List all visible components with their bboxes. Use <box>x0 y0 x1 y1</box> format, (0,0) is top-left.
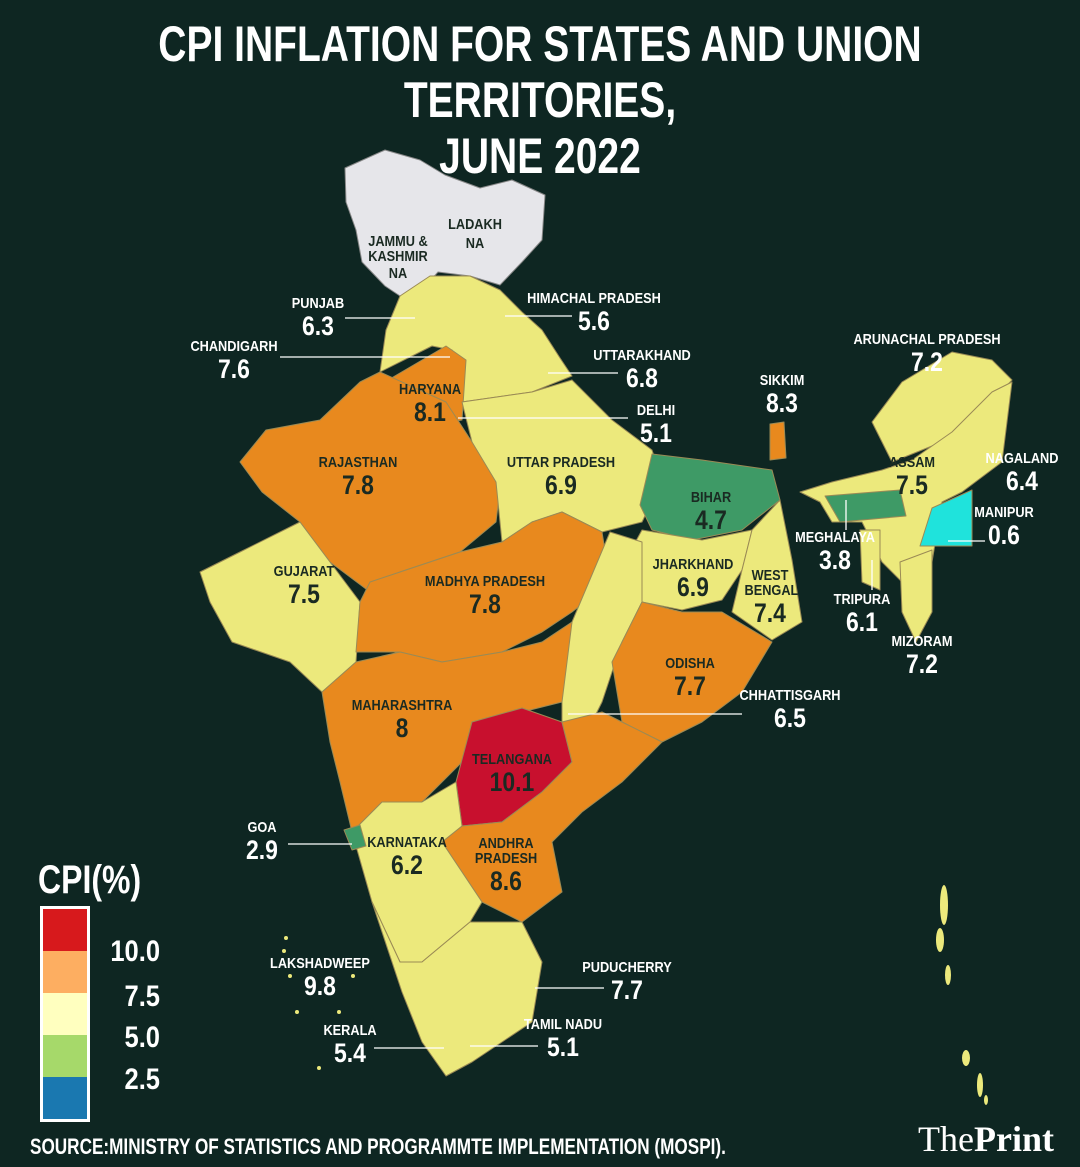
andaman-islands <box>936 885 988 1105</box>
legend-tick-7-5: 7.5 <box>124 980 160 1013</box>
lakshadweep-islands <box>282 936 355 1070</box>
legend-tick-5: 5.0 <box>124 1021 160 1054</box>
label-lakshadweep: LAKSHADWEEP 9.8 <box>270 955 370 1001</box>
logo-part-1: The <box>918 1119 975 1159</box>
region-jk-ladakh <box>344 149 546 297</box>
region-odisha <box>611 601 773 743</box>
label-jammu-kashmir: JAMMU & KASHMIR NA <box>368 233 428 282</box>
label-maharashtra: MAHARASHTRA 8 <box>351 697 453 743</box>
title-line-2: JUNE 2022 <box>439 128 641 184</box>
legend-swatch-green <box>43 1035 87 1077</box>
label-andhra-pradesh: ANDHRA PRADESH 8.6 <box>474 835 538 896</box>
label-jharkhand: JHARKHAND 6.9 <box>652 556 734 602</box>
legend-tick-10: 10.0 <box>110 935 160 968</box>
label-assam: ASSAM 7.5 <box>888 454 936 500</box>
label-karnataka: KARNATAKA 6.2 <box>367 834 447 880</box>
legend-swatch-blue <box>43 1077 87 1119</box>
legend-swatch-red <box>43 909 87 951</box>
label-rajasthan: RAJASTHAN 7.8 <box>318 454 398 500</box>
label-chandigarh: CHANDIGARH 7.6 <box>190 338 278 384</box>
logo-part-2: Print <box>974 1119 1054 1159</box>
region-west-bengal <box>731 499 803 641</box>
region-assam <box>799 381 1013 583</box>
label-uttar-pradesh: UTTAR PRADESH 6.9 <box>506 454 616 500</box>
label-ladakh: LADAKH NA <box>448 216 502 252</box>
legend-title: CPI(%) <box>38 858 142 902</box>
region-uttar-pradesh <box>461 379 663 543</box>
source-note: SOURCE:MINISTRY OF STATISTICS AND PROGRA… <box>30 1134 726 1159</box>
label-madhya-pradesh: MADHYA PRADESH 7.8 <box>424 573 546 619</box>
label-kerala: KERALA 5.4 <box>323 1022 377 1068</box>
label-telangana: TELANGANA 10.1 <box>471 751 553 797</box>
legend-color-bar <box>40 906 90 1122</box>
label-uttarakhand: UTTARAKHAND 6.8 <box>593 347 691 393</box>
label-meghalaya: MEGHALAYA 3.8 <box>795 529 875 575</box>
region-kerala-tamil-nadu <box>371 901 543 1077</box>
label-mizoram: MIZORAM 7.2 <box>891 633 953 679</box>
label-tripura: TRIPURA 6.1 <box>833 591 891 637</box>
region-manipur <box>919 489 973 547</box>
label-arunachal-pradesh: ARUNACHAL PRADESH 7.2 <box>853 331 1001 377</box>
region-sikkim <box>769 421 787 461</box>
label-tamil-nadu: TAMIL NADU 5.1 <box>523 1016 603 1062</box>
label-himachal-pradesh: HIMACHAL PRADESH 5.6 <box>527 290 661 336</box>
label-chhattisgarh: CHHATTISGARH 6.5 <box>739 687 841 733</box>
label-goa: GOA 2.9 <box>246 819 278 865</box>
legend-swatch-yellow <box>43 993 87 1035</box>
label-gujarat: GUJARAT 7.5 <box>273 563 335 609</box>
label-west-bengal: WEST BENGAL 7.4 <box>744 567 799 628</box>
region-mizoram <box>899 549 933 643</box>
theprint-logo: ThePrint <box>918 1118 1054 1160</box>
region-tripura <box>859 529 881 591</box>
map-title: CPI INFLATION FOR STATES AND UNION TERRI… <box>119 16 961 184</box>
leader-lines <box>280 315 985 1049</box>
label-nagaland: NAGALAND 6.4 <box>985 450 1059 496</box>
region-arunachal <box>871 351 1013 463</box>
label-manipur: MANIPUR 0.6 <box>974 504 1034 550</box>
label-sikkim: SIKKIM 8.3 <box>759 372 805 418</box>
legend-tick-2-5: 2.5 <box>124 1063 160 1096</box>
legend-swatch-orange <box>43 951 87 993</box>
label-haryana: HARYANA 8.1 <box>398 381 462 427</box>
label-odisha: ODISHA 7.7 <box>665 655 715 701</box>
region-bihar <box>639 453 781 541</box>
label-punjab: PUNJAB 6.3 <box>291 295 345 341</box>
title-line-1: CPI INFLATION FOR STATES AND UNION TERRI… <box>158 16 922 128</box>
label-puducherry: PUDUCHERRY 7.7 <box>582 959 672 1005</box>
label-delhi: DELHI 5.1 <box>636 402 676 448</box>
region-north-hills <box>379 275 573 403</box>
region-meghalaya <box>824 489 907 523</box>
label-bihar: BIHAR 4.7 <box>690 489 732 535</box>
